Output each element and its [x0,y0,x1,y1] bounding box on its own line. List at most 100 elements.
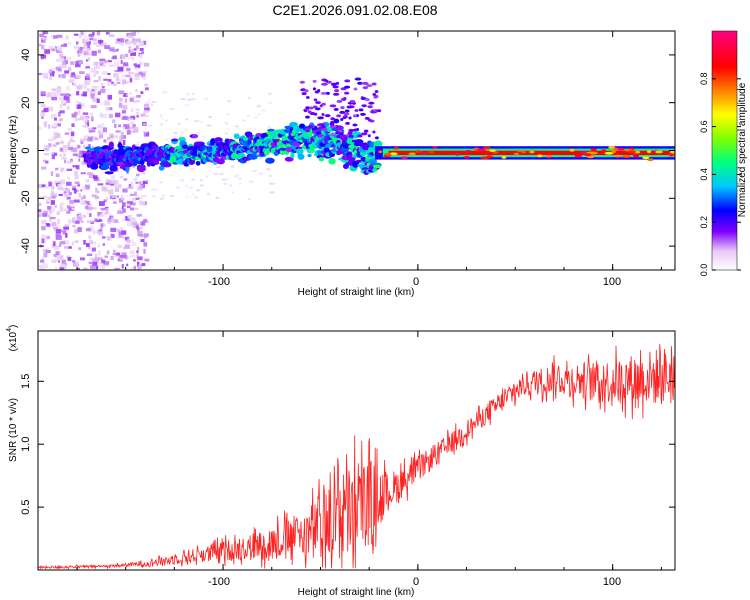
ridge-blob [312,87,317,91]
ridge-blob [361,81,369,85]
noise-blob [59,110,65,114]
noise-blob [114,123,117,128]
noise-blob [121,74,126,78]
top-ylabel: Frequency (Hz) [8,116,19,185]
noise-blob [38,126,42,130]
ridge-blob [339,132,344,136]
noise-blob [85,73,90,78]
top-xtick-label: 0 [413,276,419,288]
noise-blob [124,216,129,221]
noise-blob [42,31,49,35]
ridge-blob [312,79,317,83]
ridge-blob [340,106,345,110]
noise-blob [80,172,86,175]
ridge-blob [104,171,114,175]
noise-blob [51,88,58,91]
noise-blob [97,39,103,44]
noise-blob [124,236,130,240]
noise-blob [47,92,52,97]
noise-blob [141,51,145,55]
noise-blob [141,263,146,267]
noise-blob [134,64,140,68]
noise-blob [118,102,123,108]
noise-blob [56,86,62,90]
bot-xlabel: Height of straight line (km) [298,587,415,598]
noise-blob [196,189,201,192]
noise-blob [93,42,97,46]
noise-blob [139,180,144,185]
noise-blob [73,61,77,64]
noise-blob [96,190,100,194]
noise-blob [55,231,61,236]
noise-blob [144,258,150,262]
noise-blob [67,194,72,198]
noise-blob [185,184,188,187]
noise-blob [71,72,75,77]
bot-xtick-label: 0 [413,576,419,588]
noise-blob [142,180,148,184]
ridge-blob [344,109,350,113]
noise-blob [57,111,61,117]
noise-blob [109,133,115,137]
noise-blob [97,212,103,217]
noise-blob [130,40,135,43]
colorbar-tick-label: 0.6 [699,120,709,133]
noise-blob [68,206,75,211]
noise-blob [44,74,48,78]
noise-blob [61,187,65,191]
noise-blob [83,51,89,56]
ridge-blob [136,165,146,173]
noise-blob [143,218,148,223]
noise-blob [152,195,156,198]
noise-blob [141,171,146,175]
noise-blob [119,97,123,102]
noise-blob [54,204,57,208]
noise-blob [208,116,212,119]
colorbar-tick-label: 0.8 [699,73,709,86]
noise-blob [68,79,75,83]
noise-blob [129,207,135,211]
noise-blob [84,134,88,139]
ridge-blob [354,77,362,81]
noise-blob [121,104,128,109]
noise-blob [79,257,86,261]
ridge-blob [376,109,382,113]
colorbar-tick-label: 0.4 [699,168,709,181]
noise-blob [76,41,79,45]
noise-blob [143,133,146,136]
ridge-blob [352,123,358,127]
noise-blob [135,45,139,50]
noise-blob [72,147,78,153]
colorbar-gradient [711,30,738,271]
noise-blob [77,227,82,233]
ridge-blob [305,106,310,110]
noise-blob [91,194,97,198]
noise-blob [143,123,147,126]
noise-blob [161,117,164,120]
noise-blob [231,191,234,194]
ridge-blob [333,118,340,124]
noise-blob [87,57,91,61]
noise-blob [144,115,150,118]
noise-blob [89,239,93,245]
noise-blob [77,88,80,91]
noise-blob [106,136,111,140]
noise-blob [130,115,136,120]
noise-blob [47,205,52,210]
noise-blob [143,242,148,247]
noise-blob [121,206,124,210]
noise-blob [242,119,245,122]
noise-blob [109,64,114,67]
chart-title: C2E1.2026.091.02.08.E08 [272,2,437,18]
noise-blob [80,115,84,121]
ridge-blob [307,153,312,158]
noise-blob [199,120,203,123]
noise-blob [135,175,139,180]
noise-blob [114,61,119,67]
noise-blob [75,118,79,122]
ridge-blob [305,115,310,119]
noise-blob [129,250,135,255]
noise-blob [86,206,93,211]
line-blob [486,155,493,159]
noise-blob [85,242,90,248]
